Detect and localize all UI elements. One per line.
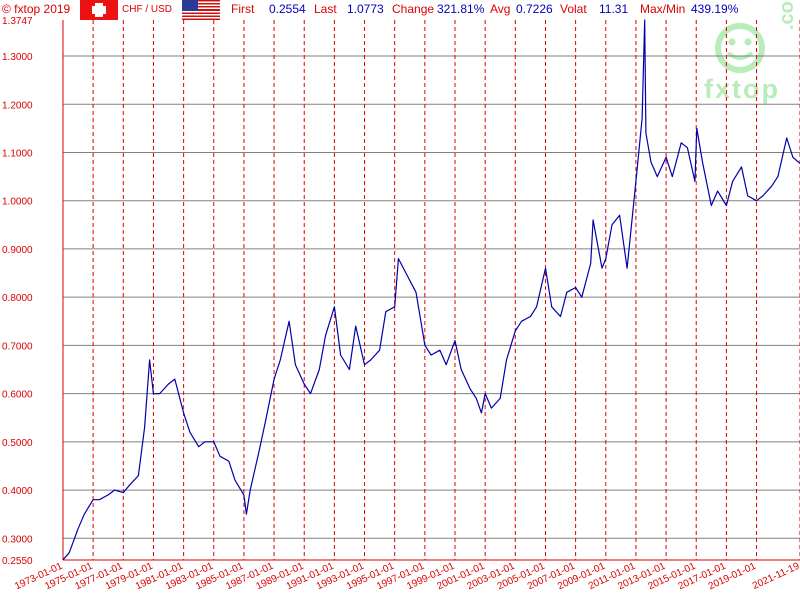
last-value: 1.0773: [347, 2, 384, 16]
avg-label: Avg: [490, 2, 511, 16]
x-tick-labels: 1973-01-011975-01-011977-01-011979-01-01…: [13, 561, 800, 593]
y-tick-label: 0.4000: [2, 486, 33, 497]
avg-value: 0.7226: [516, 2, 553, 16]
y-tick-label: 0.2550: [2, 556, 33, 567]
horizontal-grid: [63, 55, 800, 539]
y-tick-labels: 1.3747 1.3000 1.2000 1.1000 1.0000 0.9000 0.80…: [2, 16, 33, 567]
fxtop-logo: .com fxtop: [700, 0, 800, 110]
y-tick-label: 0.8000: [2, 293, 33, 304]
currency-pair-label: CHF / USD: [122, 4, 172, 15]
volat-label: Volat: [560, 2, 587, 16]
y-tick-label: 1.3000: [2, 52, 33, 63]
vertical-grid: [92, 20, 800, 560]
volat-value: 11.31: [599, 2, 629, 16]
y-tick-label: 0.6000: [2, 390, 33, 401]
first-label: First: [231, 2, 255, 16]
y-tick-label: 1.1000: [2, 148, 33, 159]
swiss-flag-icon: [80, 0, 118, 20]
y-tick-label: 1.2000: [2, 100, 33, 111]
x-tick-label: 2021-11-19: [751, 561, 800, 592]
y-tick-label: 0.3000: [2, 534, 33, 545]
y-tick-label: 1.3747: [2, 16, 33, 27]
y-tick-label: 1.0000: [2, 197, 33, 208]
y-tick-label: 0.5000: [2, 438, 33, 449]
first-value: 0.2554: [269, 2, 306, 16]
series-group: [62, 19, 800, 561]
copyright-label: © fxtop 2019: [2, 2, 71, 16]
header-bar: © fxtop 2019 CHF / USD First 0.2554 Last…: [0, 0, 800, 22]
y-tick-label: 0.7000: [2, 341, 33, 352]
last-label: Last: [314, 2, 337, 16]
us-flag-icon: [182, 0, 220, 20]
smiley-face-icon: [715, 23, 765, 73]
maxmin-value: 439.19%: [691, 2, 739, 16]
logo-text: fxtop: [704, 74, 780, 104]
change-value: 321.81%: [437, 2, 485, 16]
series-line: [62, 19, 800, 561]
change-label: Change: [392, 2, 435, 16]
maxmin-label: Max/Min: [640, 2, 686, 16]
y-tick-label: 0.9000: [2, 245, 33, 256]
